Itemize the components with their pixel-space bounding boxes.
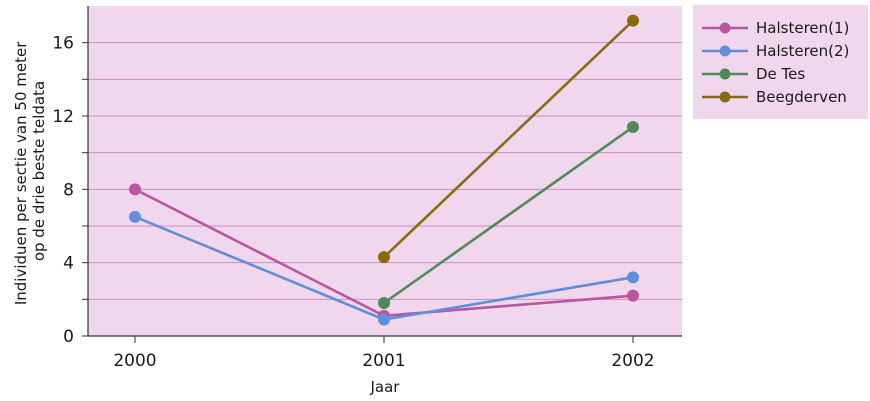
- legend-swatch-marker: [719, 68, 731, 80]
- data-point-de-tes: [627, 121, 639, 133]
- legend-entry: Halsteren(2): [702, 42, 849, 60]
- series-line-de-tes: [383, 125, 634, 305]
- y-axis-label-line-2: op de drie beste teldata: [30, 81, 48, 261]
- series-line-beegderven: [383, 19, 634, 259]
- legend-swatch-marker: [719, 22, 731, 34]
- y-tick-label: 0: [63, 327, 74, 347]
- series-group: [129, 14, 639, 326]
- legend-label: Beegderven: [756, 88, 847, 106]
- data-point-halsteren-1: [129, 183, 141, 196]
- data-point-halsteren-2: [627, 271, 639, 284]
- legend: Halsteren(1) Halsteren(2) De Tes Beegderven: [693, 5, 868, 119]
- legend-swatch-marker: [719, 45, 731, 57]
- y-axis-ticks: 0 4 8 12 16: [52, 34, 88, 347]
- legend-entry: Beegderven: [702, 88, 847, 106]
- x-tick-label: 2000: [113, 351, 156, 371]
- axes: [87, 6, 682, 337]
- gridlines: [88, 42, 682, 300]
- data-point-de-tes: [378, 297, 390, 309]
- plot-area: [88, 6, 682, 336]
- data-point-beegderven: [378, 251, 390, 264]
- legend-entry: Halsteren(1): [702, 19, 849, 37]
- data-point-halsteren-1: [627, 289, 639, 302]
- data-point-beegderven: [627, 14, 639, 27]
- legend-label: Halsteren(2): [756, 42, 849, 60]
- legend-swatch-marker: [719, 91, 731, 103]
- legend-entry: De Tes: [702, 65, 805, 83]
- x-axis-label: Jaar: [370, 378, 401, 396]
- x-tick-label: 2002: [611, 351, 654, 371]
- x-axis-ticks: 2000 2001 2002: [113, 336, 655, 371]
- legend-label: De Tes: [756, 65, 805, 83]
- data-point-halsteren-2: [378, 313, 390, 326]
- y-tick-label: 8: [63, 180, 74, 200]
- data-point-halsteren-2: [129, 210, 141, 223]
- y-tick-label: 12: [52, 107, 74, 127]
- y-axis-label-line-1: Individuen per sectie van 50 meter: [12, 41, 30, 305]
- legend-label: Halsteren(1): [756, 19, 849, 37]
- y-tick-label: 4: [63, 254, 74, 274]
- y-tick-label: 16: [52, 34, 74, 54]
- x-tick-label: 2001: [362, 351, 405, 371]
- y-axis-label: Individuen per sectie van 50 meter op de…: [12, 37, 48, 305]
